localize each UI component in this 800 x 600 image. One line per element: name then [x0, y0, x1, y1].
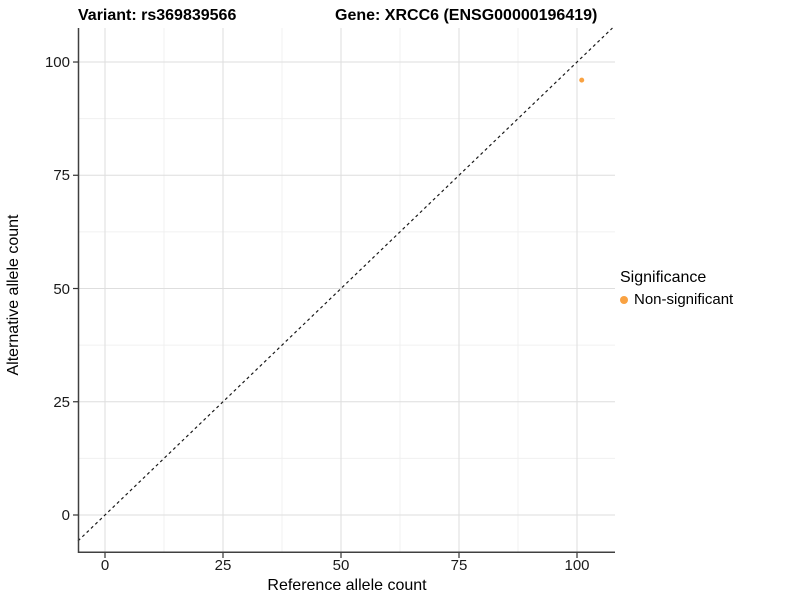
- x-tick-label: 25: [214, 557, 232, 574]
- plot-title-variant: Variant: rs369839566: [78, 7, 237, 24]
- legend-item-label: Non-significant: [634, 291, 734, 308]
- x-tick-label: 100: [564, 557, 590, 574]
- legend: Significance Non-significant: [620, 269, 733, 308]
- scatter-plot-canvas: [73, 27, 615, 558]
- x-tick-label: 75: [450, 557, 468, 574]
- y-axis-title: Alternative allele count: [5, 214, 22, 376]
- y-tick-label: 25: [53, 393, 70, 411]
- y-tick-label: 0: [61, 506, 70, 524]
- plot-panel: 0 25 50 75 100 0 25 50 75 100: [45, 27, 615, 574]
- y-tick-label: 100: [44, 54, 70, 72]
- data-point: [579, 77, 585, 83]
- y-tick-label: 50: [53, 280, 70, 298]
- plot-title-gene: Gene: XRCC6 (ENSG00000196419): [335, 7, 598, 24]
- x-axis-title: Reference allele count: [267, 577, 427, 594]
- legend-item-non-significant: Non-significant: [620, 291, 733, 308]
- x-tick-label: 50: [332, 557, 350, 574]
- legend-title: Significance: [620, 269, 707, 286]
- x-tick-label: 0: [100, 557, 110, 574]
- legend-key-dot-icon: [620, 295, 628, 304]
- y-tick-label: 75: [53, 167, 70, 185]
- identity-reference-line: [77, 27, 613, 542]
